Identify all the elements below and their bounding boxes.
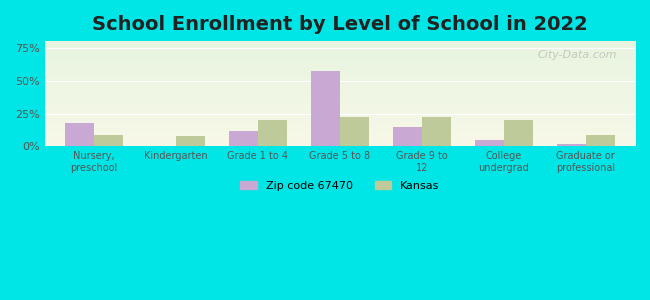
Text: City-Data.com: City-Data.com xyxy=(538,50,618,59)
Bar xyxy=(65,123,94,146)
Bar xyxy=(311,71,340,146)
Bar xyxy=(258,120,287,146)
Bar xyxy=(557,144,586,146)
Bar xyxy=(176,136,205,146)
Bar xyxy=(94,135,122,146)
Title: School Enrollment by Level of School in 2022: School Enrollment by Level of School in … xyxy=(92,15,588,34)
Bar xyxy=(422,118,450,146)
Bar xyxy=(340,118,369,146)
Bar xyxy=(229,130,258,146)
Bar xyxy=(586,135,614,146)
Bar xyxy=(393,127,422,146)
Bar xyxy=(504,120,532,146)
Legend: Zip code 67470, Kansas: Zip code 67470, Kansas xyxy=(235,177,444,196)
Bar xyxy=(475,140,504,146)
